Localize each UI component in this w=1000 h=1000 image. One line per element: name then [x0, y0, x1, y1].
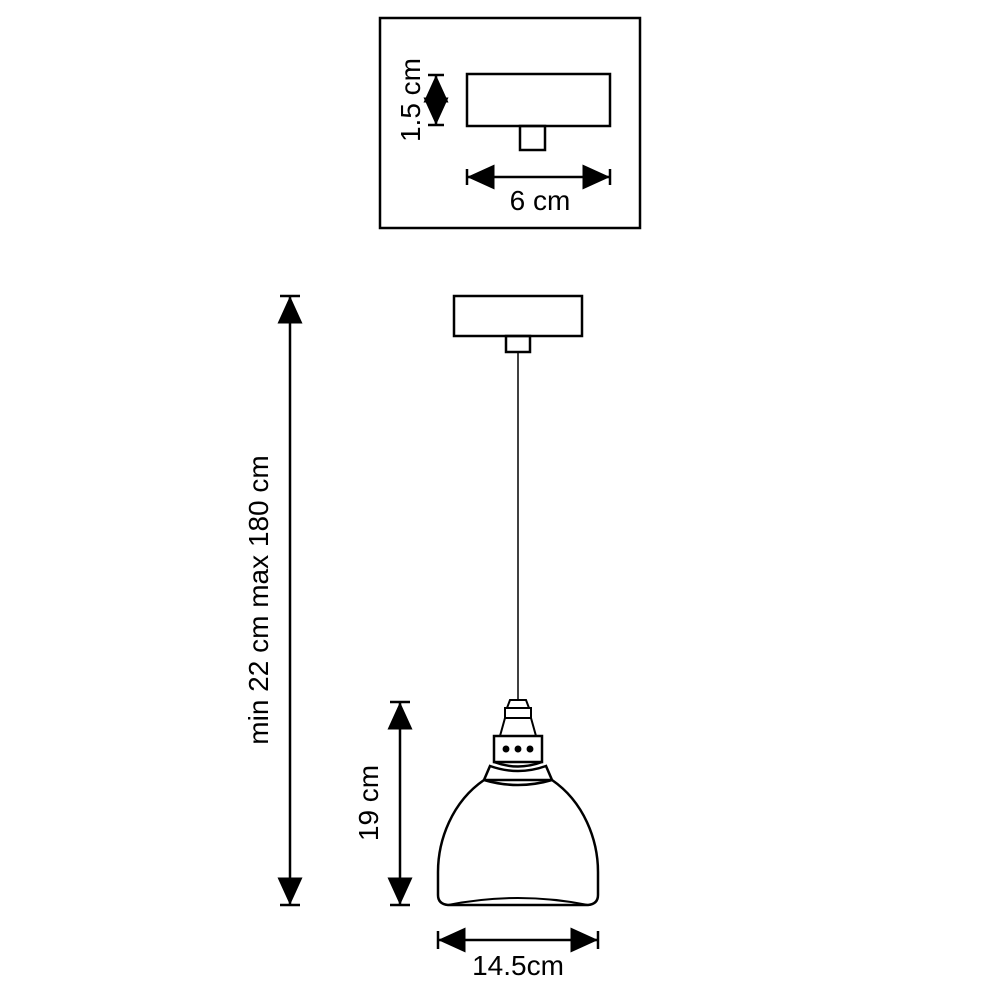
- diagram-container: 1.5 cm 6 cm: [0, 0, 1000, 1000]
- shade-width-label: 14.5cm: [472, 950, 564, 981]
- shade-height-label: 19 cm: [353, 765, 384, 841]
- overall-height-label: min 22 cm max 180 cm: [243, 455, 274, 744]
- detail-height-label: 1.5 cm: [395, 58, 426, 142]
- detail-width-label: 6 cm: [510, 185, 571, 216]
- dim-shade-height: 19 cm: [353, 702, 410, 905]
- detail-box: 1.5 cm 6 cm: [380, 18, 640, 228]
- dim-shade-width: 14.5cm: [438, 931, 598, 981]
- lamp-shade: [438, 780, 598, 905]
- dim-overall-height: min 22 cm max 180 cm: [243, 296, 300, 905]
- pendant-lamp: [438, 296, 598, 905]
- dimension-drawing: 1.5 cm 6 cm: [0, 0, 1000, 1000]
